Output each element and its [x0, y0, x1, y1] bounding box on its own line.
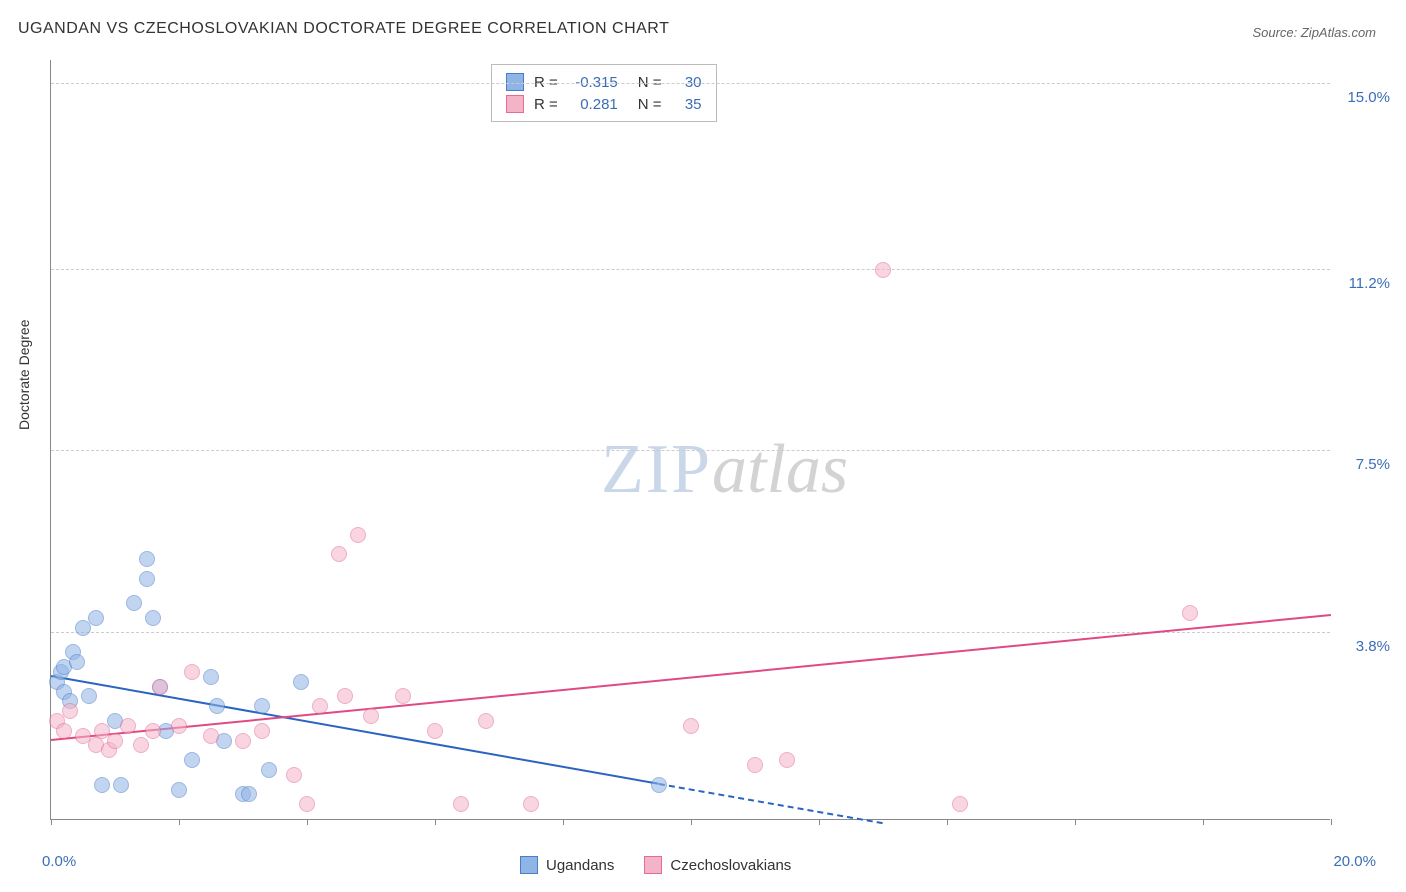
data-point: [152, 679, 168, 695]
data-point: [184, 752, 200, 768]
data-point: [81, 688, 97, 704]
legend-label: Ugandans: [546, 857, 614, 874]
legend-item: Czechoslovakians: [644, 856, 791, 874]
data-point: [312, 698, 328, 714]
legend-swatch: [520, 856, 538, 874]
data-point: [235, 733, 251, 749]
data-point: [171, 782, 187, 798]
data-point: [139, 551, 155, 567]
stats-legend-box: R =-0.315N =30R =0.281N =35: [491, 64, 717, 122]
bottom-legend: Ugandans Czechoslovakians: [520, 856, 791, 874]
data-point: [261, 762, 277, 778]
data-point: [133, 737, 149, 753]
data-point: [139, 571, 155, 587]
data-point: [395, 688, 411, 704]
grid-line: [51, 83, 1330, 84]
data-point: [293, 674, 309, 690]
data-point: [875, 262, 891, 278]
x-tick-label-max: 20.0%: [1333, 853, 1376, 870]
legend-item: Ugandans: [520, 856, 614, 874]
source-label: Source: ZipAtlas.com: [1252, 25, 1376, 40]
x-tick: [691, 819, 692, 825]
data-point: [427, 723, 443, 739]
x-tick: [51, 819, 52, 825]
data-point: [478, 713, 494, 729]
legend-swatch: [506, 95, 524, 113]
x-tick: [307, 819, 308, 825]
data-point: [1182, 605, 1198, 621]
data-point: [241, 786, 257, 802]
watermark-zip: ZIP: [601, 431, 712, 508]
data-point: [88, 610, 104, 626]
data-point: [113, 777, 129, 793]
watermark: ZIPatlas: [601, 430, 848, 510]
data-point: [254, 698, 270, 714]
x-tick: [947, 819, 948, 825]
plot-area: ZIPatlas R =-0.315N =30R =0.281N =35 3.8…: [50, 60, 1330, 820]
legend-label: Czechoslovakians: [670, 857, 791, 874]
x-tick: [1203, 819, 1204, 825]
stats-row: R = 0.281 N = 35: [506, 93, 702, 115]
r-label: R =: [534, 96, 558, 113]
data-point: [651, 777, 667, 793]
data-point: [184, 664, 200, 680]
data-point: [209, 698, 225, 714]
data-point: [453, 796, 469, 812]
y-axis-title: Doctorate Degree: [16, 319, 32, 430]
y-tick-label: 3.8%: [1356, 638, 1390, 655]
data-point: [299, 796, 315, 812]
x-tick: [1331, 819, 1332, 825]
y-tick-label: 15.0%: [1347, 89, 1390, 106]
data-point: [69, 654, 85, 670]
data-point: [350, 527, 366, 543]
data-point: [363, 708, 379, 724]
data-point: [145, 723, 161, 739]
data-point: [337, 688, 353, 704]
data-point: [107, 733, 123, 749]
data-point: [952, 796, 968, 812]
grid-line: [51, 269, 1330, 270]
data-point: [203, 728, 219, 744]
trend-line-dashed: [659, 783, 883, 824]
legend-swatch: [644, 856, 662, 874]
watermark-atlas: atlas: [712, 431, 848, 508]
x-tick: [819, 819, 820, 825]
x-tick-label-min: 0.0%: [42, 853, 76, 870]
data-point: [145, 610, 161, 626]
data-point: [286, 767, 302, 783]
data-point: [779, 752, 795, 768]
data-point: [254, 723, 270, 739]
data-point: [747, 757, 763, 773]
x-tick: [1075, 819, 1076, 825]
data-point: [683, 718, 699, 734]
y-tick-label: 11.2%: [1349, 275, 1390, 292]
data-point: [62, 703, 78, 719]
r-value: 0.281: [568, 96, 618, 113]
x-tick: [563, 819, 564, 825]
data-point: [203, 669, 219, 685]
chart-title: UGANDAN VS CZECHOSLOVAKIAN DOCTORATE DEG…: [18, 20, 669, 38]
grid-line: [51, 450, 1330, 451]
x-tick: [435, 819, 436, 825]
data-point: [94, 777, 110, 793]
data-point: [331, 546, 347, 562]
data-point: [523, 796, 539, 812]
n-label: N =: [638, 96, 662, 113]
y-tick-label: 7.5%: [1356, 456, 1390, 473]
x-tick: [179, 819, 180, 825]
data-point: [120, 718, 136, 734]
data-point: [56, 723, 72, 739]
data-point: [126, 595, 142, 611]
data-point: [171, 718, 187, 734]
n-value: 35: [672, 96, 702, 113]
